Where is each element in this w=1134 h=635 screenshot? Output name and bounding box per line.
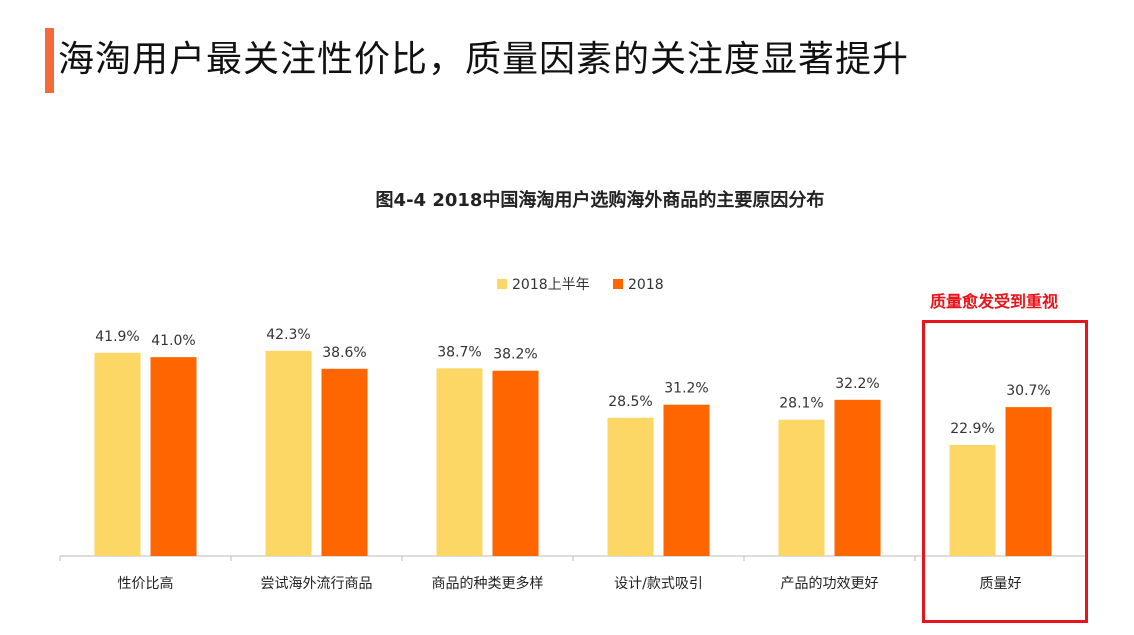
- data-label: 42.3%: [266, 327, 310, 343]
- bar-2018h1: [265, 350, 312, 556]
- data-label: 28.1%: [779, 396, 823, 412]
- bar-2018h1: [778, 419, 825, 556]
- data-label: 41.9%: [95, 329, 139, 345]
- bar-2018h1: [607, 417, 654, 556]
- data-label: 32.2%: [835, 376, 879, 392]
- highlight-annotation: 质量愈发受到重视: [930, 292, 1059, 311]
- category-label: 产品的功效更好: [781, 576, 879, 592]
- category-label: 尝试海外流行商品: [261, 576, 373, 592]
- bar-2018: [834, 399, 881, 556]
- bar-2018: [663, 404, 710, 556]
- title-accent-bar: [45, 28, 54, 93]
- legend-swatch: [613, 279, 623, 289]
- data-label: 30.7%: [1006, 383, 1050, 399]
- data-label: 28.5%: [608, 394, 652, 410]
- bar-2018h1: [436, 368, 483, 556]
- category-label: 设计/款式吸引: [614, 576, 703, 592]
- page-title: 海淘用户最关注性价比，质量因素的关注度显著提升: [58, 39, 910, 80]
- category-label: 性价比高: [118, 575, 174, 592]
- data-label: 38.6%: [322, 345, 366, 361]
- legend-label: 2018上半年: [512, 277, 590, 293]
- category-label: 质量好: [980, 576, 1022, 592]
- legend-label: 2018: [628, 277, 664, 293]
- highlight-box: [922, 320, 1088, 623]
- bar-2018h1: [94, 352, 141, 556]
- chart-title: 图4-4 2018中国海淘用户选购海外商品的主要原因分布: [375, 190, 825, 211]
- legend-swatch: [497, 279, 507, 289]
- data-label: 22.9%: [950, 421, 994, 437]
- bar-2018: [1005, 407, 1052, 556]
- category-label: 商品的种类更多样: [432, 575, 544, 592]
- data-label: 38.7%: [437, 344, 481, 360]
- data-label: 31.2%: [664, 381, 708, 397]
- bar-2018: [321, 368, 368, 556]
- data-label: 38.2%: [493, 347, 537, 363]
- bar-2018h1: [949, 444, 996, 556]
- bar-2018: [150, 357, 197, 556]
- data-label: 41.0%: [151, 333, 195, 349]
- bar-2018: [492, 370, 539, 556]
